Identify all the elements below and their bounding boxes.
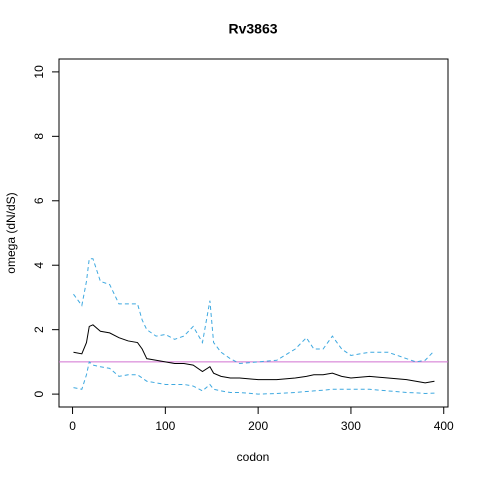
x-tick-label: 100	[155, 419, 175, 433]
y-tick-label: 4	[32, 262, 46, 269]
x-tick-label: 400	[434, 419, 454, 433]
plot-box	[58, 58, 449, 408]
x-tick-label: 200	[248, 419, 268, 433]
x-tick-label: 300	[341, 419, 361, 433]
series-line	[73, 324, 435, 384]
y-axis-label: omega (dN/dS)	[4, 192, 18, 273]
chart-title: Rv3863	[228, 21, 277, 37]
series-line	[73, 258, 435, 365]
y-tick-label: 10	[32, 65, 46, 79]
series-line	[73, 360, 435, 395]
x-axis-label: codon	[237, 450, 270, 464]
y-tick-label: 2	[32, 326, 46, 333]
y-tick-label: 0	[32, 390, 46, 397]
x-tick-label: 0	[69, 419, 76, 433]
y-tick-label: 6	[32, 197, 46, 204]
y-tick-label: 8	[32, 133, 46, 140]
